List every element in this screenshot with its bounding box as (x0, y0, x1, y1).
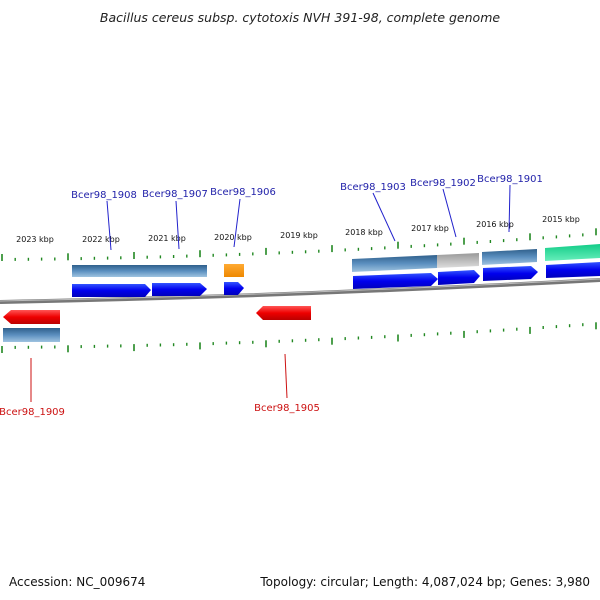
cds-arrow-reverse[interactable] (3, 310, 60, 324)
cds-arrow-reverse[interactable] (256, 306, 311, 320)
genome-backbone (0, 278, 600, 304)
cds-arrow[interactable] (152, 283, 207, 296)
scale-label: 2016 kbp (476, 220, 514, 229)
cds-forward-track (72, 262, 600, 297)
cds-reverse-track (3, 306, 311, 324)
misc-feature[interactable] (545, 244, 600, 261)
gene-feature[interactable] (352, 255, 437, 272)
accession-text: Accession: NC_009674 (9, 575, 146, 589)
scale-label: 2023 kbp (16, 235, 54, 244)
genome-summary-text: Topology: circular; Length: 4,087,024 bp… (260, 575, 590, 589)
gene-label[interactable]: Bcer98_1909 (0, 407, 65, 418)
gene-label[interactable]: Bcer98_1908 (71, 190, 137, 201)
map-title: Bacillus cereus subsp. cytotoxis NVH 391… (99, 10, 501, 25)
cds-arrow[interactable] (224, 282, 244, 295)
gene-label[interactable]: Bcer98_1903 (340, 182, 406, 193)
gene-feature[interactable] (482, 249, 537, 265)
gene-feature[interactable] (3, 328, 60, 342)
scale-label: 2021 kbp (148, 234, 186, 243)
gene-label[interactable]: Bcer98_1905 (254, 403, 320, 414)
gene-label[interactable]: Bcer98_1907 (142, 189, 208, 200)
scale-label: 2015 kbp (542, 215, 580, 224)
scale-label: 2018 kbp (345, 228, 383, 237)
cds-arrow[interactable] (438, 270, 480, 285)
cds-arrow[interactable] (483, 266, 538, 281)
scale-ticks-bottom (1, 322, 597, 353)
cds-arrow[interactable] (72, 284, 151, 297)
gene-feature[interactable] (72, 265, 207, 277)
scale-label: 2019 kbp (280, 231, 318, 240)
scale-label: 2017 kbp (411, 224, 449, 233)
gene-feature-gray[interactable] (437, 253, 479, 268)
gene-label[interactable]: Bcer98_1901 (477, 174, 543, 185)
scale-label: 2022 kbp (82, 235, 120, 244)
cds-arrow[interactable] (353, 273, 438, 289)
scale-label: 2020 kbp (214, 233, 252, 242)
gene-label[interactable]: Bcer98_1906 (210, 187, 276, 198)
cds-arrow[interactable] (546, 262, 600, 278)
scale-ticks-top (1, 228, 597, 261)
gene-label[interactable]: Bcer98_1902 (410, 178, 476, 189)
trna-feature[interactable] (224, 264, 244, 277)
gene-track (3, 244, 600, 342)
